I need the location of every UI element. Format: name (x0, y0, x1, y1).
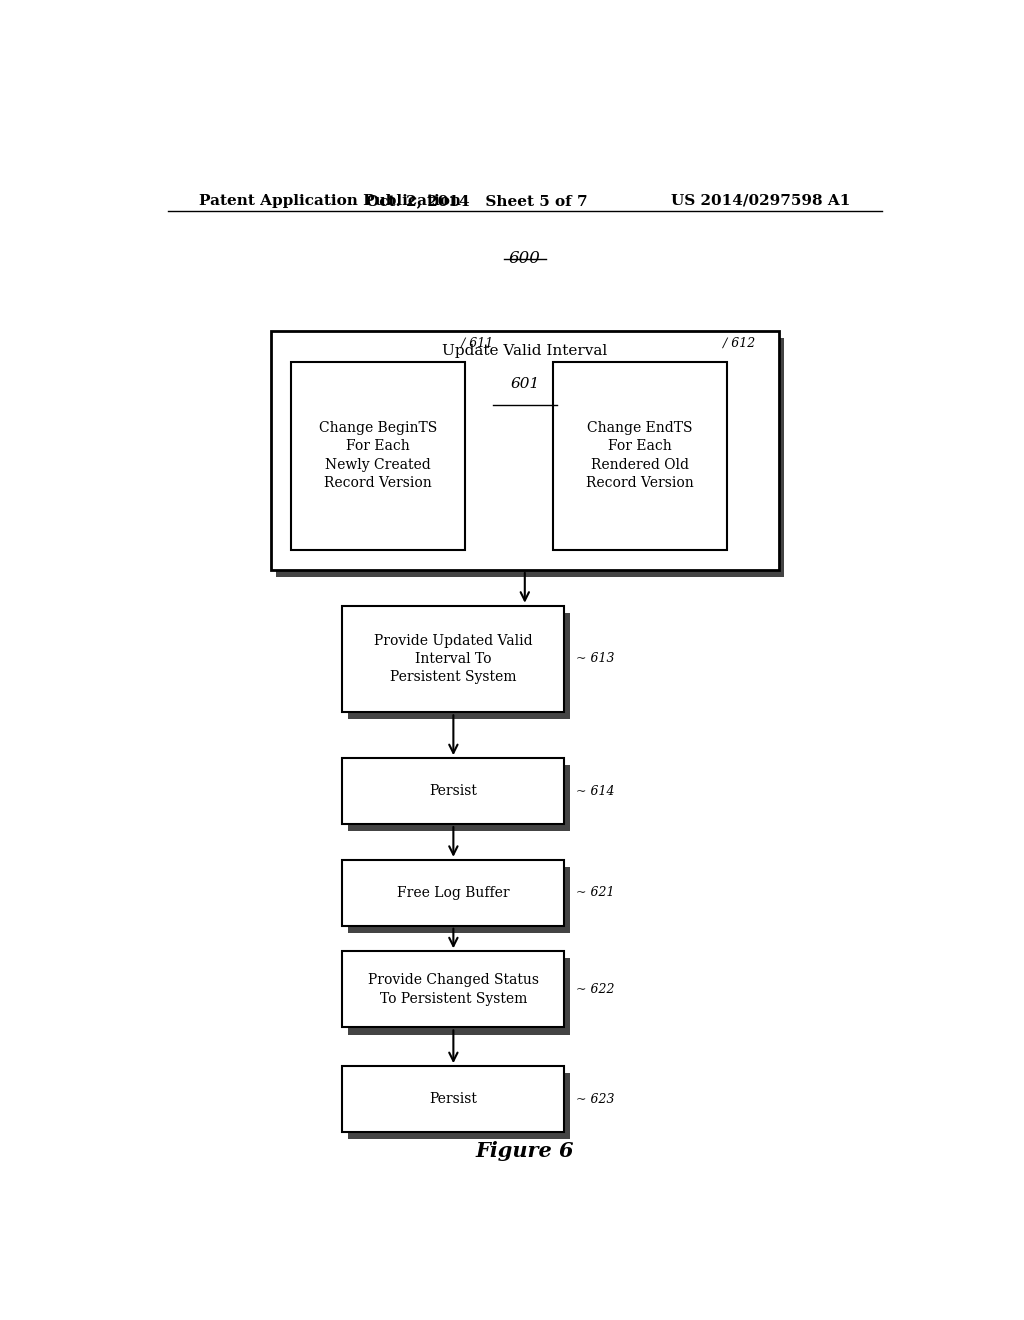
Bar (348, 1073, 570, 1139)
Bar (553, 362, 727, 549)
Text: ~ 622: ~ 622 (577, 983, 614, 995)
Bar (348, 867, 570, 933)
Bar (342, 1067, 564, 1133)
Text: Free Log Buffer: Free Log Buffer (397, 886, 510, 900)
Bar (558, 368, 733, 557)
Text: ~ 623: ~ 623 (577, 1093, 614, 1106)
Bar (348, 766, 570, 832)
Text: Change EndTS
For Each
Rendered Old
Record Version: Change EndTS For Each Rendered Old Recor… (586, 421, 693, 490)
Bar (342, 952, 564, 1027)
Bar (342, 859, 564, 925)
Text: ~ 613: ~ 613 (577, 652, 614, 665)
Bar (348, 612, 570, 719)
Text: ∕ 612: ∕ 612 (723, 337, 756, 350)
Text: Provide Changed Status
To Persistent System: Provide Changed Status To Persistent Sys… (368, 973, 539, 1006)
Text: Persist: Persist (429, 784, 477, 799)
Text: Oct. 2, 2014   Sheet 5 of 7: Oct. 2, 2014 Sheet 5 of 7 (367, 194, 588, 209)
Text: ∕ 611: ∕ 611 (461, 337, 494, 350)
Text: Patent Application Publication: Patent Application Publication (200, 194, 462, 209)
Text: Figure 6: Figure 6 (475, 1140, 574, 1160)
Bar (291, 362, 465, 549)
Bar (276, 338, 784, 577)
Bar (348, 958, 570, 1035)
Text: 600: 600 (509, 249, 541, 267)
Bar (270, 331, 779, 570)
Bar (342, 758, 564, 824)
Text: 601: 601 (510, 378, 540, 391)
Bar (342, 606, 564, 713)
Text: Update Valid Interval: Update Valid Interval (442, 345, 607, 359)
Text: Provide Updated Valid
Interval To
Persistent System: Provide Updated Valid Interval To Persis… (374, 634, 532, 684)
Text: ~ 614: ~ 614 (577, 784, 614, 797)
Text: Change BeginTS
For Each
Newly Created
Record Version: Change BeginTS For Each Newly Created Re… (318, 421, 437, 490)
Text: US 2014/0297598 A1: US 2014/0297598 A1 (671, 194, 850, 209)
Text: Persist: Persist (429, 1092, 477, 1106)
Bar (296, 368, 471, 557)
Text: ~ 621: ~ 621 (577, 886, 614, 899)
